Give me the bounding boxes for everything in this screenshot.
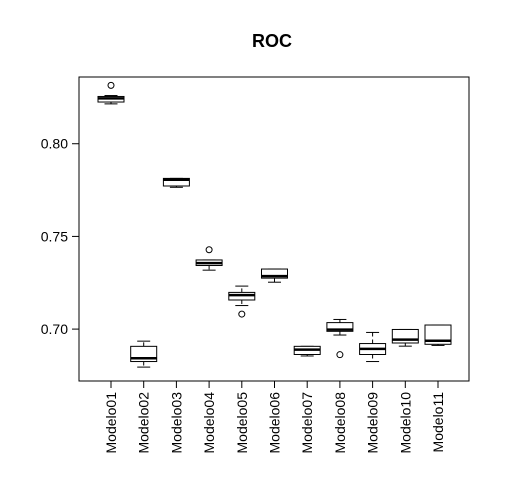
y-tick-label: 0.75 (41, 228, 68, 244)
box-modelo05 (228, 285, 256, 318)
box-modelo07 (293, 345, 321, 357)
outlier-point (205, 246, 213, 254)
x-tick-label: Modelo01 (103, 392, 119, 454)
box-modelo08 (326, 318, 354, 359)
box-modelo01 (97, 81, 125, 105)
x-tick-label: Modelo06 (267, 392, 283, 454)
x-tick-label: Modelo09 (365, 392, 381, 454)
box-modelo10 (391, 328, 419, 347)
iqr-box (326, 322, 354, 332)
x-tick-label: Modelo08 (332, 392, 348, 454)
box-modelo06 (261, 268, 288, 283)
x-tick-label: Modelo05 (234, 392, 250, 454)
box-modelo11 (424, 324, 452, 346)
x-tick-label: Modelo11 (430, 392, 446, 453)
iqr-box (261, 268, 288, 279)
y-tick-label: 0.80 (41, 136, 68, 152)
iqr-box (391, 328, 419, 344)
x-axis: Modelo01 Modelo02 Modelo03 Modelo04 Modelo05… (103, 380, 446, 454)
box-series (97, 81, 452, 368)
box-modelo04 (195, 246, 223, 271)
x-tick-label: Modelo07 (299, 392, 315, 454)
box-modelo09 (359, 331, 387, 363)
outlier-point (107, 81, 115, 89)
box-modelo02 (130, 340, 158, 368)
x-tick-label: Modelo10 (397, 392, 413, 454)
x-tick-label: Modelo02 (136, 392, 152, 454)
y-axis: 0.70 0.75 0.80 (41, 136, 80, 337)
outlier-point (238, 310, 246, 318)
box-modelo03 (162, 177, 190, 188)
iqr-box (424, 324, 452, 345)
y-tick-label: 0.70 (41, 321, 68, 337)
chart-title: ROC (252, 31, 292, 51)
outlier-point (336, 351, 344, 359)
iqr-box (162, 177, 190, 187)
x-tick-label: Modelo04 (201, 392, 217, 454)
x-tick-label: Modelo03 (168, 392, 184, 454)
